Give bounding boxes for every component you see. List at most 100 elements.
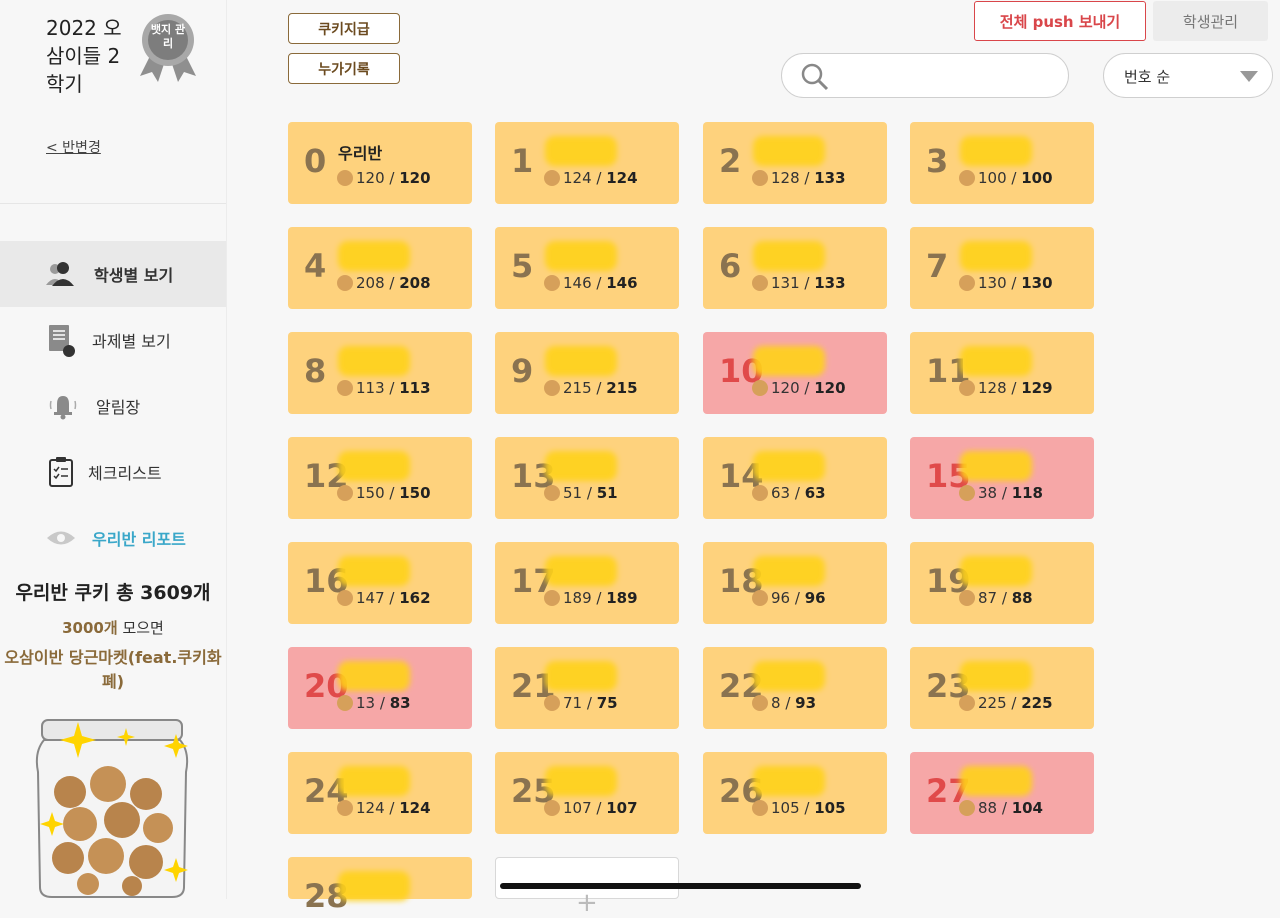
cookie-current: 113 (356, 379, 385, 397)
cookie-score: 8 / 93 (771, 694, 816, 712)
name-redaction (338, 451, 410, 481)
student-card[interactable]: 16 147 / 162 (288, 542, 472, 624)
student-card[interactable]: 17 189 / 189 (495, 542, 679, 624)
cookie-goal: 3000개 모으면 (0, 617, 226, 638)
student-card[interactable]: 18 96 / 96 (703, 542, 887, 624)
student-card[interactable]: 15 38 / 118 (910, 437, 1094, 519)
search-input[interactable] (834, 62, 1058, 90)
sidebar-divider (0, 203, 226, 204)
score-separator: / (1006, 379, 1022, 397)
badge-manage-button[interactable]: 뱃지 관리 (138, 12, 198, 84)
nav-student-view[interactable]: 학생별 보기 (0, 241, 226, 307)
cookie-total-count: 83 (389, 694, 411, 712)
cookie-current: 63 (771, 484, 791, 502)
cookie-score: 124 / 124 (356, 799, 431, 817)
cookie-total-count: 215 (606, 379, 638, 397)
student-card[interactable]: 3 100 / 100 (910, 122, 1094, 204)
give-cookie-button[interactable]: 쿠키지급 (288, 13, 400, 44)
student-manage-button[interactable]: 학생관리 (1153, 1, 1268, 41)
student-card[interactable]: 10 120 / 120 (703, 332, 887, 414)
score-separator: / (591, 379, 607, 397)
cookie-current: 124 (356, 799, 385, 817)
name-redaction (753, 136, 825, 166)
student-card[interactable]: 23 225 / 225 (910, 647, 1094, 729)
eye-icon (44, 521, 78, 555)
student-card[interactable]: 1 124 / 124 (495, 122, 679, 204)
student-card[interactable]: 8 113 / 113 (288, 332, 472, 414)
student-card[interactable]: 27 88 / 104 (910, 752, 1094, 834)
cookie-score: 124 / 124 (563, 169, 638, 187)
name-redaction (545, 766, 617, 796)
score-separator: / (799, 799, 815, 817)
cookie-score: 225 / 225 (978, 694, 1053, 712)
add-student-card[interactable]: + (495, 857, 679, 918)
cookie-current: 146 (563, 274, 592, 292)
student-card[interactable]: 25 107 / 107 (495, 752, 679, 834)
cookie-icon (337, 695, 353, 711)
chevron-down-icon (1240, 71, 1258, 82)
cookie-icon (752, 590, 768, 606)
sidebar: 2022 오삼이들 2학기 < 반변경 뱃지 관리 학생별 보기 (0, 0, 227, 899)
nav-label: 학생별 보기 (94, 266, 174, 285)
sort-select[interactable]: 번호 순 (1103, 53, 1273, 98)
score-separator: / (997, 484, 1012, 502)
cookie-icon (337, 485, 353, 501)
cookie-score: 146 / 146 (563, 274, 638, 292)
cookie-score: 208 / 208 (356, 274, 431, 292)
change-class-link[interactable]: < 반변경 (46, 140, 101, 156)
nav-notice[interactable]: 알림장 (0, 373, 226, 439)
push-all-button[interactable]: 전체 push 보내기 (974, 1, 1146, 41)
cookie-icon (752, 170, 768, 186)
student-card[interactable]: 7 130 / 130 (910, 227, 1094, 309)
student-card[interactable]: 19 87 / 88 (910, 542, 1094, 624)
cookie-total-count: 124 (606, 169, 638, 187)
student-card[interactable]: 0 우리반 120 / 120 (288, 122, 472, 204)
student-card[interactable]: 4 208 / 208 (288, 227, 472, 309)
name-redaction (545, 451, 617, 481)
student-card[interactable]: 21 71 / 75 (495, 647, 679, 729)
nav-checklist[interactable]: 체크리스트 (0, 439, 226, 505)
cookie-total-count: 105 (814, 799, 846, 817)
cookie-current: 215 (563, 379, 592, 397)
score-separator: / (591, 274, 607, 292)
cookie-score: 63 / 63 (771, 484, 826, 502)
name-redaction (753, 766, 825, 796)
cookie-score: 120 / 120 (356, 169, 431, 187)
score-separator: / (799, 379, 815, 397)
student-card[interactable]: 14 63 / 63 (703, 437, 887, 519)
student-card[interactable]: 5 146 / 146 (495, 227, 679, 309)
student-number: 8 (304, 352, 327, 390)
student-number: 7 (926, 247, 949, 285)
nav-assignment-view[interactable]: 과제별 보기 (0, 307, 226, 373)
student-card[interactable]: 11 128 / 129 (910, 332, 1094, 414)
student-card[interactable]: 24 124 / 124 (288, 752, 472, 834)
checklist-icon (44, 455, 78, 489)
cookie-total: 우리반 쿠키 총 3609개 (15, 582, 211, 604)
student-card[interactable]: 22 8 / 93 (703, 647, 887, 729)
student-card[interactable]: 9 215 / 215 (495, 332, 679, 414)
cookie-total-count: 124 (399, 799, 431, 817)
student-card[interactable]: 6 131 / 133 (703, 227, 887, 309)
student-card[interactable]: 13 51 / 51 (495, 437, 679, 519)
search-icon (800, 62, 830, 96)
student-number: 2 (719, 142, 742, 180)
student-card[interactable]: 12 150 / 150 (288, 437, 472, 519)
cookie-icon (544, 590, 560, 606)
cookie-score: 13 / 83 (356, 694, 411, 712)
nav-label: 과제별 보기 (92, 332, 171, 351)
student-card[interactable]: 20 13 / 83 (288, 647, 472, 729)
student-card[interactable]: 26 105 / 105 (703, 752, 887, 834)
cookie-current: 128 (771, 169, 800, 187)
cookie-current: 51 (563, 484, 583, 502)
cookie-current: 131 (771, 274, 800, 292)
nav-class-report[interactable]: 우리반 리포트 (0, 505, 226, 571)
cookie-icon (544, 275, 560, 291)
cookie-current: 107 (563, 799, 592, 817)
student-card[interactable]: 28 (288, 857, 472, 915)
cumulative-record-button[interactable]: 누가기록 (288, 53, 400, 84)
search-box[interactable] (781, 53, 1069, 98)
cookie-current: 87 (978, 589, 998, 607)
cookie-score: 150 / 150 (356, 484, 431, 502)
name-redaction (960, 661, 1032, 691)
student-card[interactable]: 2 128 / 133 (703, 122, 887, 204)
